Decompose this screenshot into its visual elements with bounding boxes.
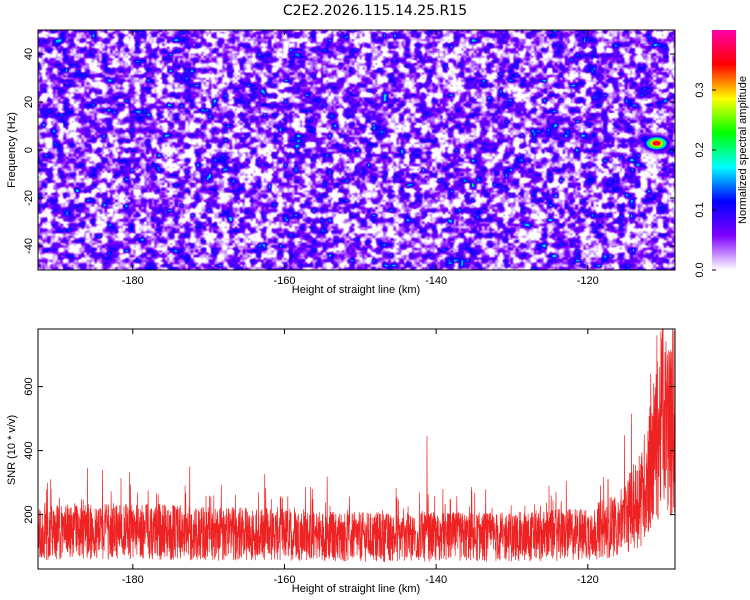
- snr-x-tick-label: -120: [577, 574, 599, 586]
- snr-x-tick-label: -140: [425, 574, 447, 586]
- spectrogram-x-ticks: -180 -160 -140 -120: [122, 30, 599, 287]
- colorbar-tick-label: 0.0: [694, 262, 706, 277]
- colorbar-label: Normalized spectral amplitude: [737, 76, 749, 224]
- spectrogram-x-tick-label: -140: [425, 275, 447, 287]
- spectrogram-y-label: Frequency (Hz): [6, 112, 18, 188]
- spectrogram-figure: -180 -160 -140 -120 -40 -20 0 20 40 Height of s…: [6, 29, 749, 296]
- snr-y-tick-label: 200: [23, 505, 35, 523]
- snr-x-ticks: -180 -160 -140 -120: [122, 329, 599, 586]
- snr-frame: [37, 328, 676, 570]
- snr-series-line: [37, 328, 676, 562]
- colorbar-tick-label: 0.1: [694, 202, 706, 217]
- spectrogram-x-tick-label: -160: [273, 275, 295, 287]
- snr-y-label: SNR (10 * v/v): [6, 415, 18, 485]
- spectrogram-y-tick-label: 20: [23, 96, 35, 108]
- spectrogram-y-tick-label: 40: [23, 48, 35, 60]
- spectrogram-heatmap: [38, 30, 675, 270]
- colorbar-tick-label: 0.3: [694, 82, 706, 97]
- spectrogram-x-tick-label: -120: [577, 275, 599, 287]
- spectrogram-y-tick-label: -40: [23, 238, 35, 254]
- colorbar-tick-label: 0.2: [694, 142, 706, 157]
- snr-y-ticks: 200 400 600: [23, 377, 675, 524]
- spectrogram-y-tick-label: -20: [23, 190, 35, 206]
- snr-y-tick-label: 600: [23, 377, 35, 395]
- spectrogram-x-label: Height of straight line (km): [292, 284, 420, 296]
- spectrogram-x-tick-label: -180: [122, 275, 144, 287]
- spectrogram-y-tick-label: 0: [23, 147, 35, 153]
- snr-y-tick-label: 400: [23, 441, 35, 459]
- snr-figure: -180 -160 -140 -120 200 400 600 Height of str…: [6, 328, 676, 595]
- spectrogram-y-ticks: -40 -20 0 20 40: [23, 48, 675, 254]
- chart-title: C2E2.2026.115.14.25.R15: [282, 3, 468, 19]
- snr-x-label: Height of straight line (km): [292, 583, 420, 595]
- snr-x-tick-label: -160: [273, 574, 295, 586]
- colorbar-ticks: 0.0 0.1 0.2 0.3: [694, 82, 716, 278]
- snr-x-tick-label: -180: [122, 574, 144, 586]
